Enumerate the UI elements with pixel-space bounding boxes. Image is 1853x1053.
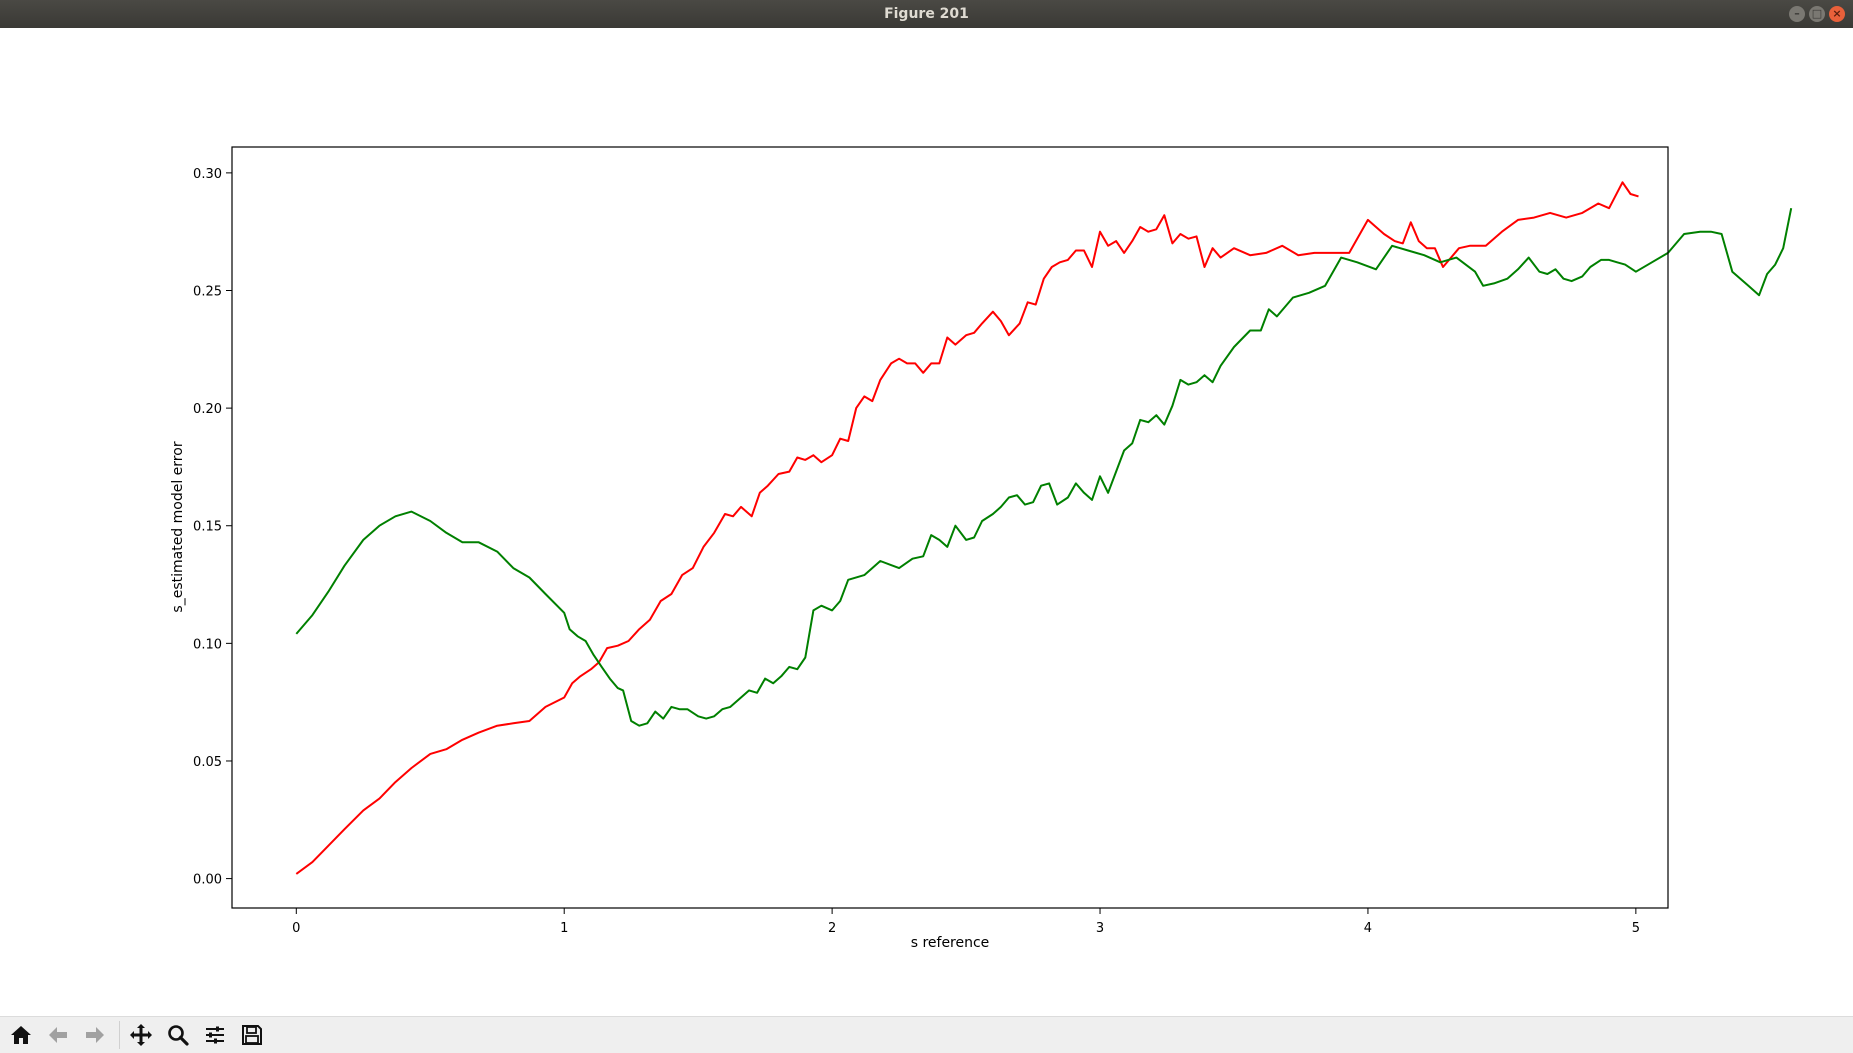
home-icon[interactable] <box>4 1018 38 1052</box>
window-titlebar: Figure 201 – □ × <box>0 0 1853 28</box>
series-line-2 <box>295 208 1793 727</box>
window-controls: – □ × <box>1789 6 1845 22</box>
x-tick-label: 4 <box>1364 921 1372 936</box>
navigation-toolbar <box>0 1016 1853 1053</box>
y-tick-label: 0.30 <box>193 167 222 182</box>
y-tick-label: 0.20 <box>193 402 222 417</box>
figure-canvas[interactable]: 0 1 2 3 4 5 0.00 0.05 0.10 0.15 0.20 0.25 0.30 s re… <box>0 28 1853 1016</box>
zoom-icon[interactable] <box>161 1018 195 1052</box>
line-chart: 0 1 2 3 4 5 0.00 0.05 0.10 0.15 0.20 0.25 0.30 s re… <box>170 146 1793 951</box>
x-tick-label: 1 <box>560 921 568 936</box>
y-tick-label: 0.05 <box>193 755 222 770</box>
close-icon[interactable]: × <box>1829 6 1845 22</box>
configure-subplots-icon[interactable] <box>198 1018 232 1052</box>
y-axis-label: s_estimated model error <box>170 441 186 612</box>
forward-icon[interactable] <box>78 1018 112 1052</box>
pan-icon[interactable] <box>124 1018 158 1052</box>
back-icon[interactable] <box>41 1018 75 1052</box>
y-tick-label: 0.15 <box>193 520 222 535</box>
x-tick-label: 0 <box>292 921 300 936</box>
x-tick-label: 5 <box>1632 921 1640 936</box>
axes-frame <box>231 146 1669 909</box>
y-tick-label: 0.00 <box>193 873 222 888</box>
x-tick-label: 2 <box>828 921 836 936</box>
y-tick-label: 0.10 <box>193 637 222 652</box>
toolbar-separator <box>119 1021 120 1049</box>
x-tick-label: 3 <box>1096 921 1104 936</box>
series-line-1 <box>295 181 1639 875</box>
window-title: Figure 201 <box>884 6 969 22</box>
save-icon[interactable] <box>235 1018 269 1052</box>
minimize-icon[interactable]: – <box>1789 6 1805 22</box>
y-tick-label: 0.25 <box>193 284 222 299</box>
x-axis-label: s reference <box>911 935 990 951</box>
maximize-icon[interactable]: □ <box>1809 6 1825 22</box>
